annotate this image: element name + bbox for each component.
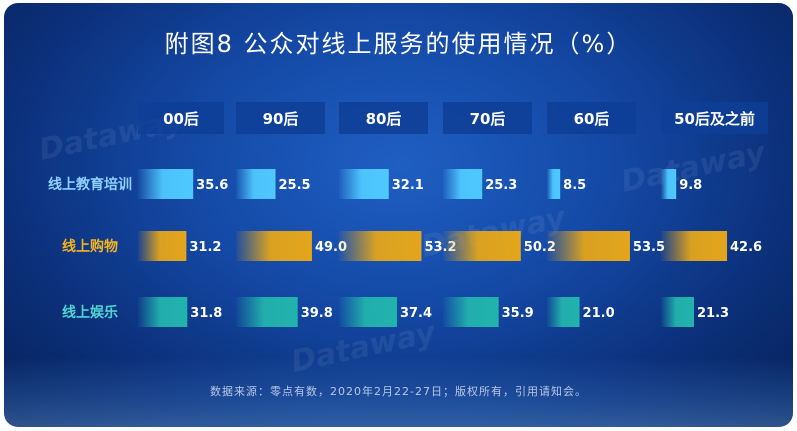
data-label: 35.9 (502, 306, 534, 321)
data-label: 31.2 (189, 240, 221, 255)
bar (661, 169, 677, 199)
data-label: 42.6 (730, 240, 762, 255)
data-label: 21.0 (583, 306, 615, 321)
bar (547, 297, 580, 327)
source-note: 数据来源：零点有数，2020年2月22-27日；版权所有，引用请知会。 (210, 385, 587, 398)
row-label-2: 线上购物 (62, 238, 118, 255)
column-header-bg (339, 102, 428, 134)
bar (547, 231, 630, 261)
column-header-bg (138, 102, 224, 134)
column-header-5: 60后 (574, 110, 610, 128)
row-label-1: 线上教育培训 (48, 176, 132, 193)
data-label: 21.3 (697, 306, 729, 321)
bar (236, 169, 276, 199)
data-label: 53.5 (633, 240, 665, 255)
bar (339, 231, 422, 261)
bar (443, 297, 499, 327)
data-label: 37.4 (400, 306, 432, 321)
data-label: 25.5 (279, 178, 311, 193)
bar (138, 231, 187, 261)
column-header-3: 80后 (366, 110, 402, 128)
column-header-bg (661, 102, 768, 134)
bar (661, 231, 728, 261)
data-label: 31.8 (190, 306, 222, 321)
column-header-4: 70后 (470, 110, 506, 128)
bar (138, 297, 188, 327)
column-header-bg (443, 102, 532, 134)
data-label: 9.8 (679, 178, 702, 193)
data-label: 32.1 (392, 178, 424, 193)
bar (236, 297, 298, 327)
row-label-3: 线上娱乐 (62, 304, 118, 321)
bar (443, 231, 521, 261)
column-header-bg (236, 102, 325, 134)
data-label: 8.5 (563, 178, 586, 193)
column-header-6: 50后及之前 (674, 110, 755, 128)
bar (661, 297, 695, 327)
column-header-bg (547, 102, 636, 134)
bar (138, 169, 194, 199)
column-header-2: 90后 (263, 110, 299, 128)
floor-glow (4, 357, 793, 427)
data-label: 39.8 (301, 306, 333, 321)
bar (236, 231, 312, 261)
bar (339, 169, 389, 199)
chart-panel (4, 3, 793, 427)
bar (339, 297, 397, 327)
chart-title: 附图8 公众对线上服务的使用情况（%） (164, 30, 633, 58)
data-label: 25.3 (485, 178, 517, 193)
bar (547, 169, 561, 199)
data-label: 35.6 (196, 178, 228, 193)
bar (443, 169, 483, 199)
column-header-1: 00后 (163, 110, 199, 128)
